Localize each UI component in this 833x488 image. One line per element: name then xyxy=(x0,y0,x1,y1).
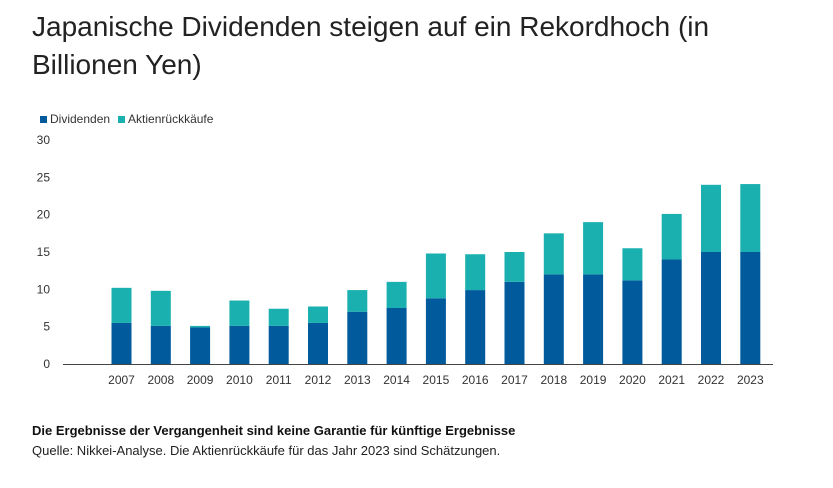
bar-aktienrueckkaeufe xyxy=(740,184,761,252)
x-tick-label: 2010 xyxy=(226,373,253,387)
chart-title: Japanische Dividenden steigen auf ein Re… xyxy=(32,11,710,80)
bar-dividenden xyxy=(740,252,761,364)
bar-aktienrueckkaeufe xyxy=(504,252,525,282)
bar-dividenden xyxy=(111,322,132,364)
source-note: Quelle: Nikkei-Analyse. Die Aktienrückkä… xyxy=(32,443,501,458)
bar-aktienrueckkaeufe xyxy=(347,290,368,312)
legend-label-aktienrueckkaeufe: Aktienrückkäufe xyxy=(128,112,214,126)
bar-aktienrueckkaeufe xyxy=(583,222,604,275)
x-tick-label: 2015 xyxy=(423,373,450,387)
x-tick-label: 2019 xyxy=(580,373,607,387)
bar-aktienrueckkaeufe xyxy=(111,287,132,323)
y-tick-label: 10 xyxy=(37,282,51,296)
bar-aktienrueckkaeufe xyxy=(622,248,643,281)
y-tick-label: 25 xyxy=(37,170,51,184)
x-tick-label: 2023 xyxy=(737,373,764,387)
x-tick-label: 2013 xyxy=(344,373,371,387)
y-tick-label: 5 xyxy=(43,320,50,334)
bar-dividenden xyxy=(268,325,289,364)
x-tick-label: 2007 xyxy=(108,373,135,387)
bar-aktienrueckkaeufe xyxy=(150,290,171,326)
legend-item-dividenden: Dividenden xyxy=(40,112,110,126)
bar-dividenden xyxy=(150,325,171,364)
x-tick-label: 2008 xyxy=(147,373,174,387)
bar-aktienrueckkaeufe xyxy=(268,308,289,326)
bar-dividenden xyxy=(347,311,368,364)
bar-dividenden xyxy=(229,325,250,364)
bar-aktienrueckkaeufe xyxy=(308,306,328,323)
x-tick-label: 2012 xyxy=(305,373,332,387)
bar-aktienrueckkaeufe xyxy=(190,325,211,328)
bar-dividenden xyxy=(308,322,328,364)
bar-aktienrueckkaeufe xyxy=(661,213,682,260)
bar-dividenden xyxy=(701,252,721,364)
x-tick-label: 2014 xyxy=(383,373,410,387)
bar-dividenden xyxy=(386,308,407,364)
legend: Dividenden Aktienrückkäufe xyxy=(40,112,221,126)
x-tick-label: 2021 xyxy=(658,373,685,387)
legend-swatch-aktienrueckkaeufe xyxy=(118,115,126,123)
bar-dividenden xyxy=(622,280,643,364)
bar-aktienrueckkaeufe xyxy=(425,253,446,299)
x-tick-label: 2011 xyxy=(266,373,292,387)
bar-aktienrueckkaeufe xyxy=(386,281,407,308)
bar-dividenden xyxy=(425,298,446,364)
legend-swatch-dividenden xyxy=(40,115,47,123)
y-tick-label: 0 xyxy=(43,357,50,371)
x-tick-label: 2016 xyxy=(462,373,489,387)
legend-label-dividenden: Dividenden xyxy=(50,112,111,126)
x-tick-label: 2020 xyxy=(619,373,646,387)
x-tick-label: 2009 xyxy=(187,373,214,387)
bar-dividenden xyxy=(190,327,211,364)
y-tick-label: 20 xyxy=(37,208,51,222)
bar-aktienrueckkaeufe xyxy=(701,184,721,252)
bar-aktienrueckkaeufe xyxy=(465,254,486,291)
y-tick-label: 30 xyxy=(37,133,51,147)
x-tick-label: 2017 xyxy=(501,373,528,387)
x-tick-label: 2018 xyxy=(540,373,567,387)
bar-dividenden xyxy=(661,259,682,364)
bar-chart: 0 5 10 15 20 25 30 2007 2008 2009 2010 2011 2012 2013… xyxy=(37,133,773,387)
bar-dividenden xyxy=(504,281,525,364)
x-tick-label: 2022 xyxy=(698,373,725,387)
bar-dividenden xyxy=(543,274,564,364)
bar-aktienrueckkaeufe xyxy=(229,300,250,326)
bar-dividenden xyxy=(583,274,604,364)
bar-aktienrueckkaeufe xyxy=(543,233,564,275)
legend-item-aktienrueckkaeufe: Aktienrückkäufe xyxy=(118,112,213,126)
y-tick-label: 15 xyxy=(37,245,51,259)
bar-dividenden xyxy=(465,290,486,364)
footnote: Die Ergebnisse der Vergangenheit sind ke… xyxy=(32,423,516,438)
